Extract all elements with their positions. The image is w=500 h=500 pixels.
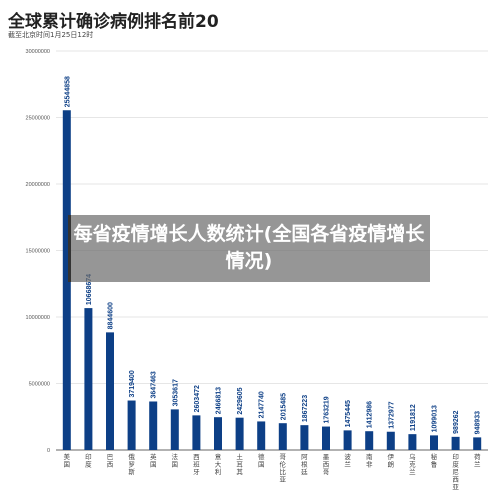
bar xyxy=(430,435,438,450)
bar xyxy=(365,431,374,450)
x-tick-label: 法国 xyxy=(172,452,179,469)
chart-subtitle: 截至北京时间1月25日12时 xyxy=(8,31,94,39)
x-tick-label: 乌克兰 xyxy=(409,452,416,476)
bar-value-label: 1867223 xyxy=(302,395,309,422)
bar-value-label: 10668674 xyxy=(86,274,93,305)
bar-value-label: 8844600 xyxy=(108,302,115,329)
y-tick-label: 20000000 xyxy=(26,182,50,188)
x-tick-label: 阿根廷 xyxy=(301,452,308,476)
bar xyxy=(214,417,222,450)
bar xyxy=(127,400,136,450)
bar-value-label: 1412986 xyxy=(367,401,374,428)
bar-value-label: 1191812 xyxy=(410,404,417,431)
bar xyxy=(451,436,460,450)
overlay-text: 每省疫情增长人数统计(全国各省疫情增长情况) xyxy=(73,223,425,272)
bar-value-label: 2429605 xyxy=(237,387,244,414)
bar xyxy=(322,426,330,450)
bar xyxy=(106,332,114,450)
y-tick-label: 30000000 xyxy=(26,49,50,55)
y-tick-label: 0 xyxy=(47,448,50,454)
x-tick-label: 德国 xyxy=(258,452,265,469)
x-tick-label: 南非 xyxy=(366,452,373,469)
x-tick-label: 印度尼西亚 xyxy=(452,453,459,491)
bar-value-label: 1372977 xyxy=(388,401,395,428)
x-tick-label: 美国 xyxy=(64,452,71,469)
x-tick-label: 秘鲁 xyxy=(431,452,438,469)
bar-value-label: 1763219 xyxy=(324,396,331,423)
y-tick-label: 10000000 xyxy=(26,315,50,321)
y-tick-label: 15000000 xyxy=(26,249,50,255)
bar xyxy=(257,421,266,450)
bar-value-label: 948933 xyxy=(475,411,482,434)
bar xyxy=(300,425,309,450)
bar xyxy=(149,401,158,450)
bar-value-label: 2015485 xyxy=(280,393,287,420)
x-tick-label: 意大利 xyxy=(215,452,222,476)
bar xyxy=(343,430,352,450)
bar xyxy=(235,417,244,450)
bar xyxy=(408,434,417,450)
x-tick-label: 英国 xyxy=(150,452,157,469)
x-tick-label: 哥伦比亚 xyxy=(280,453,287,484)
bar-value-label: 25544858 xyxy=(64,76,71,107)
bar-value-label: 2147740 xyxy=(259,391,266,418)
bar xyxy=(62,110,71,450)
overlay-banner: 每省疫情增长人数统计(全国各省疫情增长情况) xyxy=(68,215,430,282)
x-tick-label: 巴西 xyxy=(107,453,114,469)
bar xyxy=(278,423,287,450)
bar xyxy=(473,437,482,450)
y-tick-label: 5000000 xyxy=(29,382,50,388)
bar-value-label: 1475445 xyxy=(345,400,352,427)
bar xyxy=(170,409,179,450)
bar xyxy=(192,415,201,450)
x-tick-label: 土耳其 xyxy=(236,452,243,476)
bar-value-label: 3719400 xyxy=(129,370,136,397)
bar-value-label: 3647463 xyxy=(151,371,158,398)
bar-value-label: 3053617 xyxy=(172,379,179,406)
overlay-accent-bar xyxy=(68,215,71,282)
x-tick-label: 墨西哥 xyxy=(323,453,330,476)
y-tick-label: 25000000 xyxy=(26,116,50,122)
bar xyxy=(84,308,93,450)
chart-title: 全球累计确诊病例排名前20 xyxy=(8,12,219,32)
bar-value-label: 1099013 xyxy=(432,405,439,432)
x-tick-label: 西班牙 xyxy=(193,453,200,476)
bar xyxy=(386,431,395,450)
x-tick-label: 俄罗斯 xyxy=(128,452,135,476)
bar-value-label: 989262 xyxy=(453,410,460,433)
bar-value-label: 2466813 xyxy=(216,387,223,414)
x-tick-label: 印度 xyxy=(85,453,92,469)
bar-value-label: 2603472 xyxy=(194,385,201,412)
x-tick-label: 伊朗 xyxy=(388,452,395,469)
x-tick-label: 荷兰 xyxy=(474,452,481,469)
x-tick-label: 波兰 xyxy=(344,452,351,469)
